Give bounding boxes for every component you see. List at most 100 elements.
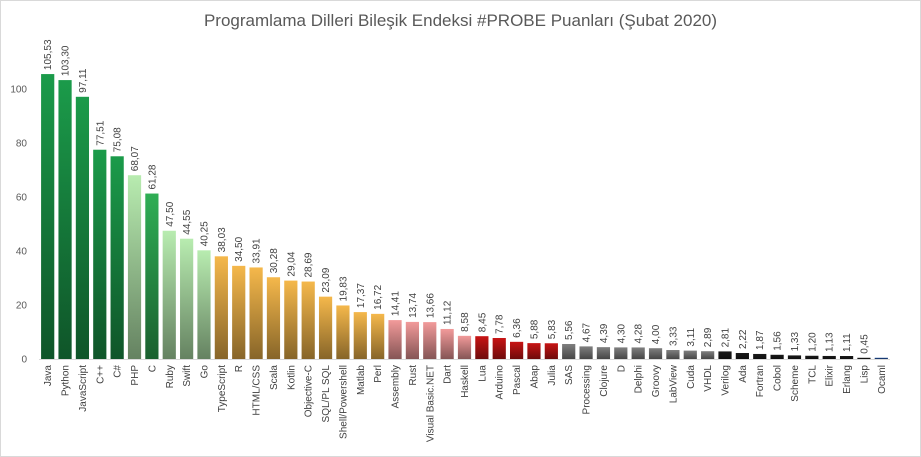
data-label: 34,50 <box>234 236 245 261</box>
bar <box>579 346 593 359</box>
x-tick-label: Objective-C <box>304 365 315 417</box>
y-tick-label: 40 <box>16 247 28 258</box>
x-tick-label: Matlab <box>356 365 367 395</box>
bar <box>58 80 72 359</box>
bar <box>214 256 228 359</box>
bar <box>284 280 298 359</box>
x-tick-label: C# <box>113 365 124 378</box>
bar <box>648 348 663 359</box>
x-tick-label: Assembly <box>391 365 402 408</box>
data-label: 7,78 <box>495 314 506 334</box>
bar <box>562 343 576 359</box>
x-tick-label: Ocaml <box>877 365 888 394</box>
x-tick-label: Verilog <box>721 365 732 396</box>
x-tick-label: Scheme <box>790 365 801 402</box>
data-label: 4,28 <box>634 324 645 344</box>
bar <box>266 277 281 359</box>
bar <box>440 328 454 359</box>
x-tick-label: Rust <box>408 365 419 386</box>
data-label: 11,12 <box>443 300 454 325</box>
bar <box>874 357 888 359</box>
x-tick-label: Abap <box>529 365 540 389</box>
data-label: 8,45 <box>477 312 488 332</box>
data-label: 4,30 <box>616 323 627 343</box>
bar <box>301 281 315 359</box>
x-tick-label: SAS <box>564 365 575 385</box>
data-label: 38,03 <box>217 227 228 252</box>
bar <box>457 335 472 359</box>
x-tick-label: TCL <box>807 365 818 384</box>
bar <box>805 355 819 359</box>
bar <box>822 355 836 359</box>
bar <box>162 230 176 359</box>
bar <box>249 267 263 359</box>
bars <box>41 74 888 359</box>
x-tick-label: Haskell <box>460 365 471 398</box>
data-label: 103,30 <box>61 45 72 76</box>
bar <box>544 343 558 359</box>
y-tick-label: 60 <box>16 193 28 204</box>
x-tick-label: TypeScript <box>217 365 228 412</box>
bar <box>614 347 628 359</box>
bar <box>857 357 871 359</box>
x-tick-label: Clojure <box>599 365 610 397</box>
data-label: 2,89 <box>703 327 714 347</box>
data-label: 1,13 <box>825 332 836 352</box>
x-tick-label: Pascal <box>512 365 523 395</box>
data-label: 2,22 <box>738 329 749 349</box>
x-tick-label: Elixir <box>825 364 836 386</box>
x-tick-label: Erlang <box>842 365 853 394</box>
bar <box>475 336 489 359</box>
x-tick-label: C++ <box>95 365 106 384</box>
data-label: 105,53 <box>43 39 54 70</box>
data-label: 29,04 <box>286 251 297 276</box>
x-tick-label: Cobol <box>773 365 784 391</box>
bar <box>41 74 55 359</box>
x-tick-label: JavaScript <box>78 365 89 412</box>
x-tick-label: SQL/PL SQL <box>321 365 332 423</box>
bar <box>388 320 402 359</box>
x-tick-label: Ada <box>738 365 749 383</box>
data-label: 16,72 <box>373 284 384 309</box>
x-tick-label: LabView <box>668 364 679 403</box>
data-label: 61,28 <box>147 164 158 189</box>
data-label: 13,74 <box>408 292 419 317</box>
data-label: 75,08 <box>113 127 124 152</box>
y-axis: 0 20 40 60 80 100 <box>10 85 890 366</box>
x-tick-label: Groovy <box>651 365 662 397</box>
y-tick-label: 0 <box>21 355 27 366</box>
bar <box>423 322 437 359</box>
bar <box>666 350 680 359</box>
data-label: 1,87 <box>755 330 766 350</box>
data-label: 8,58 <box>460 312 471 332</box>
data-label: 1,11 <box>842 333 853 352</box>
bar <box>232 265 246 359</box>
data-label: 4,39 <box>599 323 610 343</box>
data-label: 97,11 <box>78 68 89 93</box>
y-tick-label: 100 <box>10 85 27 96</box>
x-tick-label: R <box>234 365 245 372</box>
data-label: 17,37 <box>356 283 367 308</box>
y-tick-label: 80 <box>16 139 28 150</box>
data-label: 30,28 <box>269 248 280 273</box>
data-label: 44,55 <box>182 209 193 234</box>
x-tick-label: Dart <box>443 365 454 384</box>
bar <box>770 354 784 359</box>
x-tick-label: Visual Basic.NET <box>425 365 436 442</box>
bar <box>718 351 732 359</box>
bar <box>753 353 767 359</box>
data-label: 1,33 <box>790 332 801 352</box>
data-label: 6,36 <box>512 318 523 338</box>
data-label: 23,09 <box>321 267 332 292</box>
x-tick-label: HTML/CSS <box>252 365 263 416</box>
x-tick-label: Java <box>43 365 54 387</box>
bar <box>510 341 524 359</box>
x-tick-label: Processing <box>582 365 593 414</box>
bar <box>336 305 350 359</box>
bar <box>93 149 107 359</box>
x-tick-label: Kotlin <box>286 365 297 390</box>
data-label: 40,25 <box>199 221 210 246</box>
x-tick-label: Lisp <box>859 365 870 384</box>
